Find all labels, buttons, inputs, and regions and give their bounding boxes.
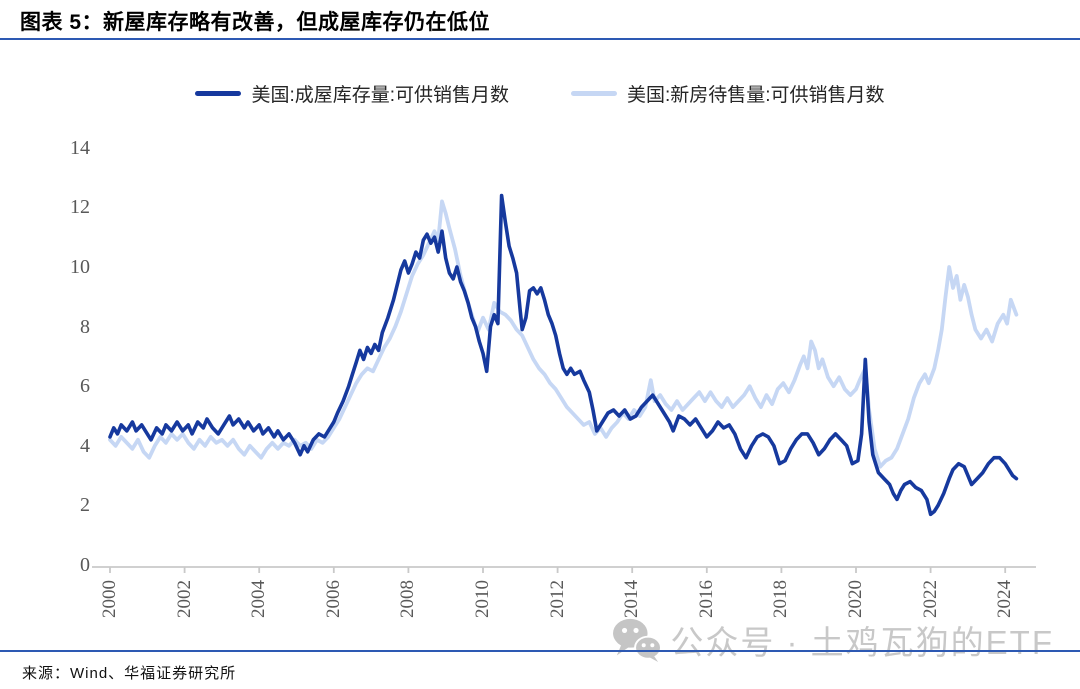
x-tick-label: 2018 (770, 580, 792, 618)
y-tick-label: 14 (70, 136, 90, 159)
x-tick-label: 2010 (472, 580, 493, 618)
y-tick-label: 4 (80, 434, 90, 457)
legend-item-new-homes: 美国:新房待售量:可供销售月数 (571, 80, 885, 107)
x-tick-label: 2000 (99, 580, 120, 618)
watermark-text: 公众号 · 土鸡瓦狗的ETF (670, 624, 1054, 661)
y-tick-label: 8 (80, 315, 90, 338)
x-axis (92, 566, 1036, 573)
legend-label-existing-homes: 美国:成屋库存量:可供销售月数 (251, 85, 509, 106)
legend: 美国:成屋库存量:可供销售月数 美国:新房待售量:可供销售月数 (0, 80, 1080, 107)
x-tick-label: 2006 (322, 580, 344, 618)
x-tick-label: 2014 (621, 580, 643, 618)
legend-swatch-light (571, 91, 617, 96)
y-tick-label: 12 (70, 196, 90, 219)
x-tick-label: 2002 (173, 580, 195, 618)
x-tick-label: 2012 (546, 580, 568, 618)
wechat-icon (613, 618, 663, 663)
x-tick-label: 2024 (994, 580, 1016, 618)
legend-label-new-homes: 美国:新房待售量:可供销售月数 (627, 85, 885, 106)
bottom-divider (0, 650, 1080, 652)
chart-title: 图表 5：新屋库存略有改善，但成屋库存仍在低位 (20, 11, 491, 34)
source-note: 来源：Wind、华福证券研究所 (22, 665, 237, 682)
legend-swatch-dark (195, 91, 242, 96)
x-tick-label: 2016 (695, 580, 717, 618)
y-tick-label: 6 (80, 375, 90, 398)
top-divider (0, 38, 1080, 40)
series-line-0 (108, 193, 1019, 517)
y-tick-label: 10 (70, 256, 90, 278)
y-tick-label: 0 (80, 554, 90, 576)
x-tick-label: 2004 (248, 580, 270, 618)
legend-item-existing-homes: 美国:成屋库存量:可供销售月数 (195, 80, 509, 107)
series-line-1 (108, 199, 1019, 469)
y-tick-label: 2 (80, 494, 90, 517)
watermark: 公众号 · 土鸡瓦狗的ETF (612, 616, 1054, 664)
x-tick-label: 2008 (397, 580, 419, 618)
x-tick-label: 2022 (919, 580, 941, 618)
x-tick-label: 2020 (845, 580, 866, 618)
